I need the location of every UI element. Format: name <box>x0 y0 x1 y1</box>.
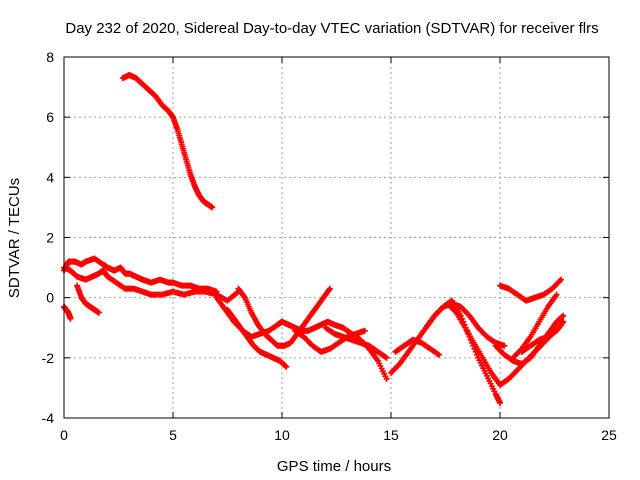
data-point <box>326 285 333 292</box>
y-tick-label: 2 <box>46 230 54 246</box>
data-point <box>501 342 508 349</box>
data-point <box>559 313 566 320</box>
y-tick-label: 6 <box>46 109 54 125</box>
plot-frame <box>63 56 610 419</box>
data-point <box>361 327 368 334</box>
chart-title: Day 232 of 2020, Sidereal Day-to-day VTE… <box>65 20 598 37</box>
y-tick-label: 4 <box>46 169 54 185</box>
x-tick-label: 25 <box>601 427 617 443</box>
y-tick-label: 0 <box>46 290 54 306</box>
y-axis-label: SDTVAR / TECUs <box>6 178 23 298</box>
data-point <box>560 312 567 319</box>
x-tick-label: 0 <box>60 427 68 443</box>
data-point <box>558 276 565 283</box>
series-arc-4 <box>74 282 102 316</box>
series-arc-16 <box>497 276 565 304</box>
data-point <box>553 291 560 298</box>
series-arc-1 <box>119 72 216 211</box>
data-points <box>61 72 567 406</box>
series-arc-8 <box>235 285 333 349</box>
x-tick-label: 10 <box>274 427 290 443</box>
series-arc-7 <box>224 306 290 370</box>
data-point <box>383 354 390 361</box>
data-point <box>67 315 74 322</box>
series-arc-12 <box>392 336 442 358</box>
y-tick-label: 8 <box>46 49 54 65</box>
data-point <box>283 363 290 370</box>
data-point <box>95 309 102 316</box>
x-tick-label: 5 <box>169 427 177 443</box>
series-arc-15 <box>492 312 567 367</box>
series-arc-6 <box>213 294 390 382</box>
series-arc-13 <box>422 300 508 349</box>
series-arc-18 <box>518 318 567 355</box>
x-tick-label: 20 <box>492 427 508 443</box>
data-point <box>560 318 567 325</box>
series-arc-11 <box>388 297 503 406</box>
series-arc-17 <box>510 291 560 361</box>
x-tick-label: 15 <box>383 427 399 443</box>
data-point <box>435 351 442 358</box>
series-arc-10 <box>322 324 390 361</box>
series-arc-3 <box>61 264 242 304</box>
data-point <box>209 204 216 211</box>
x-axis-label: GPS time / hours <box>277 458 391 475</box>
data-point <box>383 375 390 382</box>
y-tick-label: -2 <box>42 350 55 366</box>
y-tick-label: -4 <box>42 410 55 426</box>
grid <box>63 56 610 419</box>
data-point <box>473 351 480 358</box>
data-point <box>282 362 289 369</box>
series-arc-5 <box>61 303 74 322</box>
tick-labels: 0 5 10 15 20 25 -4 -2 0 2 4 6 8 <box>42 49 617 443</box>
data-point <box>497 399 503 406</box>
